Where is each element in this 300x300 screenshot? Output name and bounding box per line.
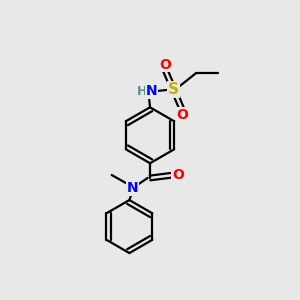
Text: N: N — [146, 84, 157, 98]
Text: S: S — [168, 82, 179, 97]
Text: O: O — [176, 108, 188, 122]
Text: N: N — [127, 181, 138, 195]
Text: O: O — [159, 58, 171, 72]
Text: O: O — [172, 168, 184, 182]
Text: H: H — [137, 85, 147, 98]
